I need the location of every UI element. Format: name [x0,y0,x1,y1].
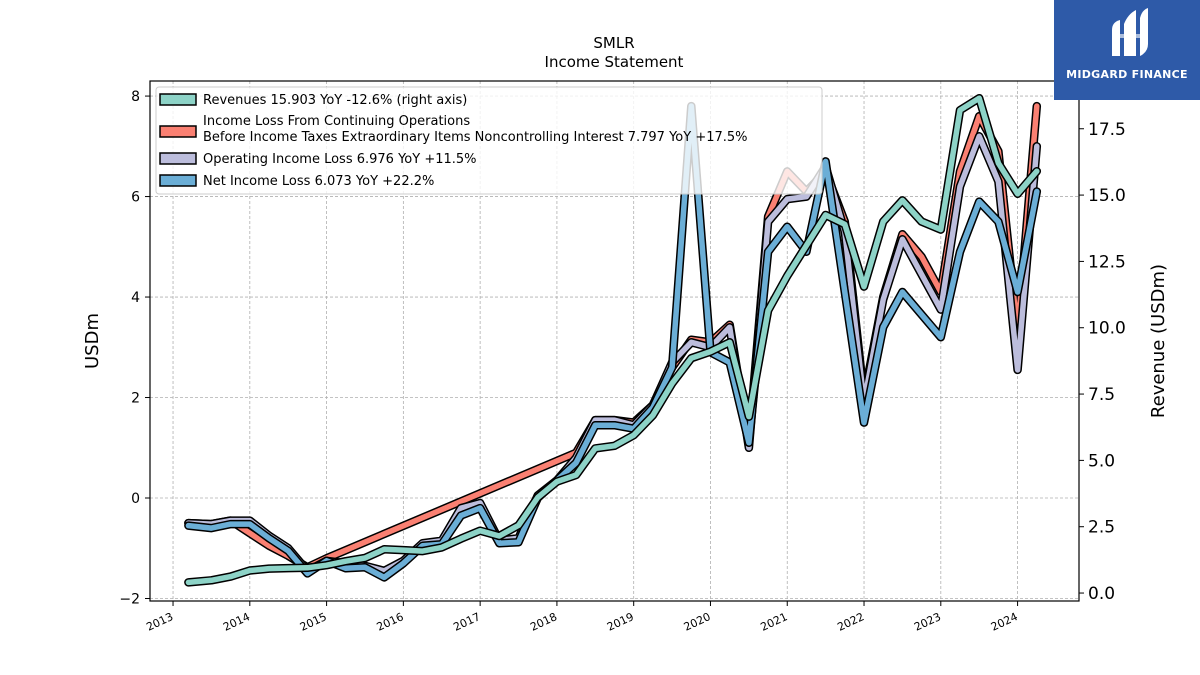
x-tick-label: 2014 [221,610,252,634]
plot-frame [149,80,1080,602]
y-right-tick-label: 12.5 [1088,252,1126,272]
y-right-tick-label: 17.5 [1088,120,1126,140]
y-axis-label: USDm [82,313,103,369]
y-axis-right-label: Revenue (USDm) [1148,264,1169,418]
y-tick-label: −2 [119,591,140,607]
x-tick-label: 2016 [375,610,406,634]
brand-name: MIDGARD FINANCE [1066,68,1188,81]
legend-swatch-income-before-taxes [159,125,197,138]
x-tick-label: 2024 [989,610,1020,634]
x-tick-label: 2020 [682,610,713,634]
y-right-tick-label: 0.0 [1088,584,1115,604]
y-tick-label: 2 [131,391,140,407]
x-tick-label: 2021 [759,610,790,634]
legend-label-revenues: Revenues 15.903 YoY -12.6% (right axis) [203,93,467,108]
series-line-operating-income-loss [185,133,1040,574]
legend-box [155,86,823,195]
x-tick-label: 2022 [835,610,866,634]
y-right-tick-label: 5.0 [1088,451,1115,471]
x-tick-label: 2013 [144,610,175,634]
y-tick-label: 8 [131,89,140,105]
legend-label-operating-income: Operating Income Loss 6.976 YoY +11.5% [203,152,477,167]
series-outline-operating-income-loss [184,132,1042,576]
chart-title: SMLR [593,34,634,52]
y-right-tick-label: 15.0 [1088,186,1126,206]
x-tick-label: 2018 [528,610,559,634]
legend-swatch-operating-income [159,152,197,165]
midgard-logo-icon [1112,8,1148,56]
y-right-tick-label: 10.0 [1088,319,1126,339]
series-layer [184,93,1042,587]
y-right-tick-label: 2.5 [1088,518,1115,538]
y-tick-label: 6 [131,190,140,206]
legend-swatch-net-income [159,174,197,187]
legend-label-income-before-taxes-line1: Income Loss From Continuing Operations [203,114,470,129]
brand-logo: MIDGARD FINANCE [1054,0,1200,100]
legend-label-income-before-taxes-line2: Before Income Taxes Extraordinary Items … [203,130,748,145]
y-right-tick-label: 7.5 [1088,385,1115,405]
legend-swatch-revenues [159,93,197,106]
legend: Revenues 15.903 YoY -12.6% (right axis) … [155,86,823,195]
x-tick-label: 2023 [912,610,943,634]
legend-label-net-income: Net Income Loss 6.073 YoY +22.2% [203,174,434,189]
x-tick-label: 2015 [298,610,329,634]
chart-subtitle: Income Statement [545,53,684,71]
x-tick-label: 2017 [451,610,482,634]
y-tick-label: 0 [131,491,140,507]
x-tick-label: 2019 [605,610,636,634]
y-tick-label: 4 [131,290,140,306]
